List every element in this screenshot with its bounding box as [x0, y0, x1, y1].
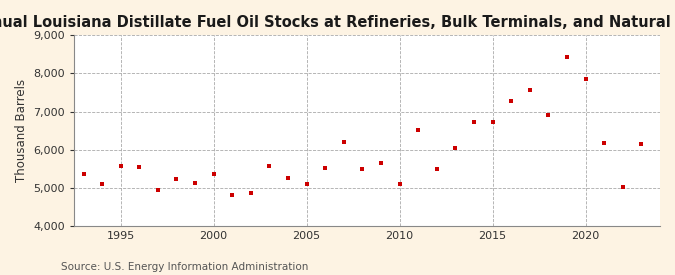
Title: Annual Louisiana Distillate Fuel Oil Stocks at Refineries, Bulk Terminals, and N: Annual Louisiana Distillate Fuel Oil Sto… — [0, 15, 675, 30]
Y-axis label: Thousand Barrels: Thousand Barrels — [15, 79, 28, 182]
Text: Source: U.S. Energy Information Administration: Source: U.S. Energy Information Administ… — [61, 262, 308, 272]
